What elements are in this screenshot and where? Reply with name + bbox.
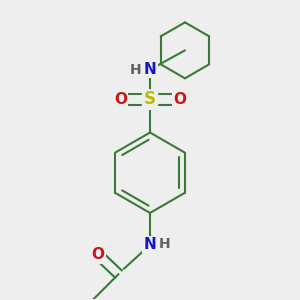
Text: O: O bbox=[173, 92, 186, 107]
Text: H: H bbox=[130, 63, 141, 76]
Text: N: N bbox=[144, 62, 156, 77]
Text: O: O bbox=[114, 92, 127, 107]
Text: O: O bbox=[92, 248, 105, 262]
Text: H: H bbox=[159, 237, 170, 251]
Text: S: S bbox=[144, 90, 156, 108]
Text: N: N bbox=[144, 237, 156, 252]
